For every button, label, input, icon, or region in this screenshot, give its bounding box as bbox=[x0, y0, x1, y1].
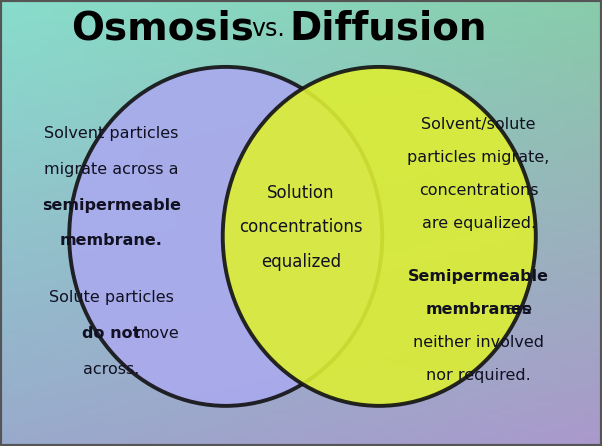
Text: migrate across a: migrate across a bbox=[44, 162, 179, 177]
Text: are equalized.: are equalized. bbox=[421, 216, 536, 231]
Text: are: are bbox=[506, 302, 533, 317]
Text: membrane.: membrane. bbox=[60, 233, 163, 248]
Text: nor required.: nor required. bbox=[426, 368, 531, 383]
Text: Semipermeable: Semipermeable bbox=[408, 269, 549, 284]
Ellipse shape bbox=[69, 67, 382, 406]
Text: equalized: equalized bbox=[261, 253, 341, 271]
Text: vs.: vs. bbox=[251, 17, 285, 41]
Text: move: move bbox=[134, 326, 179, 341]
Text: particles migrate,: particles migrate, bbox=[408, 150, 550, 165]
Text: Solution: Solution bbox=[267, 184, 335, 202]
Text: semipermeable: semipermeable bbox=[42, 198, 181, 213]
Text: Osmosis: Osmosis bbox=[71, 10, 254, 48]
Text: neither involved: neither involved bbox=[413, 335, 544, 350]
Text: concentrations: concentrations bbox=[239, 219, 363, 236]
Text: membranes: membranes bbox=[426, 302, 532, 317]
Text: Solvent/solute: Solvent/solute bbox=[421, 117, 536, 132]
Text: do not: do not bbox=[82, 326, 140, 341]
Text: Solvent particles: Solvent particles bbox=[44, 126, 179, 141]
Text: across.: across. bbox=[83, 362, 140, 377]
Text: Diffusion: Diffusion bbox=[290, 10, 487, 48]
Text: Solute particles: Solute particles bbox=[49, 290, 174, 306]
Text: concentrations: concentrations bbox=[419, 183, 538, 198]
Ellipse shape bbox=[223, 67, 536, 406]
